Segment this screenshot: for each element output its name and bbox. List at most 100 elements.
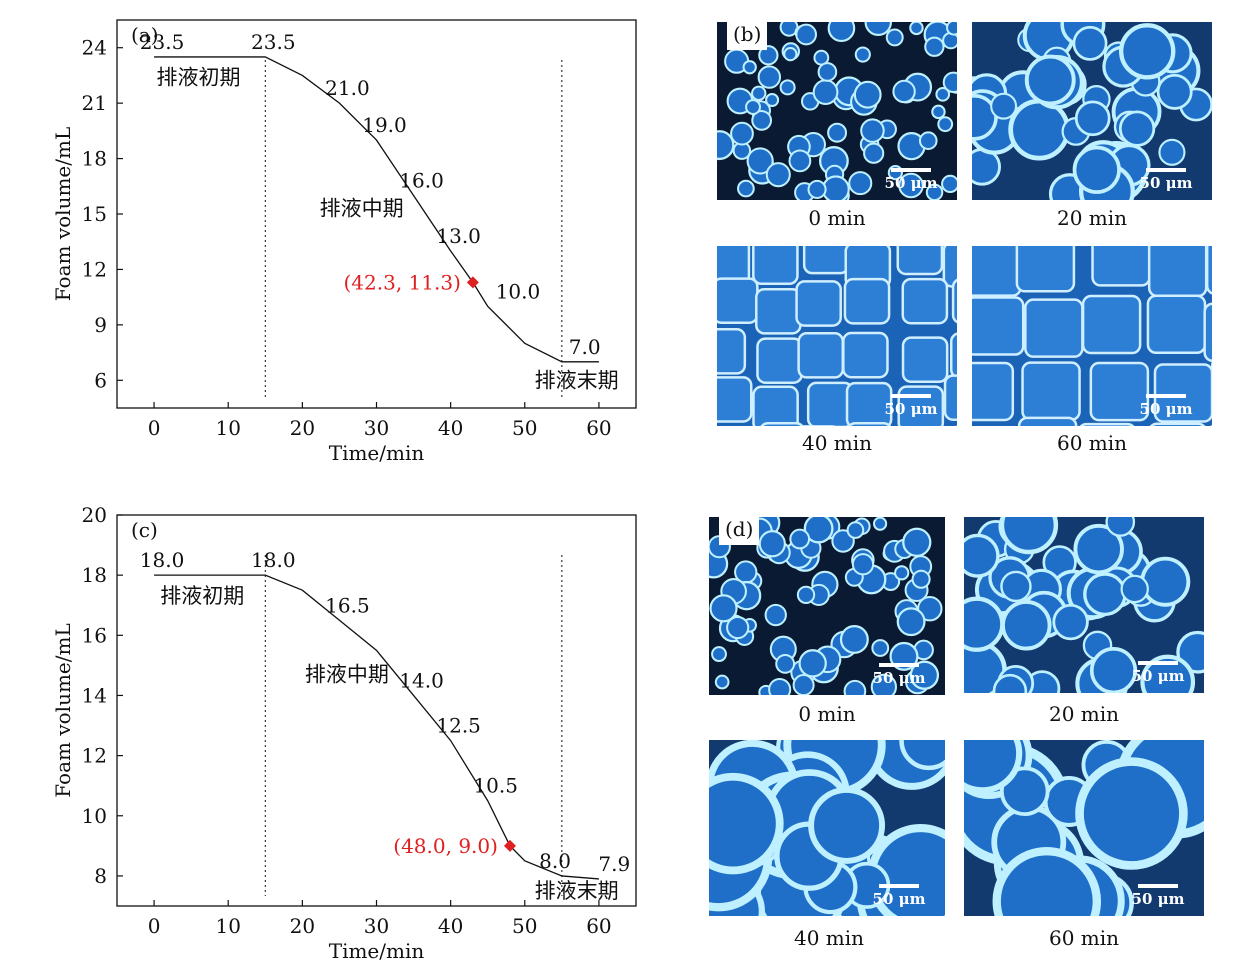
foam-cell (756, 337, 803, 384)
foam-cell (1021, 361, 1081, 421)
bubble (992, 846, 1102, 916)
chart1-y-tick-label-0: 8 (94, 864, 107, 888)
foam-cell (1203, 302, 1212, 363)
bubble (765, 162, 791, 188)
chart0-data-label-0: 23.5 (140, 30, 185, 54)
bubble (1140, 556, 1191, 607)
scale-bar-label: 50 μm (872, 890, 926, 908)
bubble (1024, 54, 1076, 106)
bubble (795, 23, 817, 46)
bubble (751, 85, 767, 101)
chart1-data-label-4: 12.5 (436, 714, 481, 738)
bubble (964, 596, 1005, 652)
bubble (783, 46, 798, 62)
micrograph-d-0min: 50 μm (709, 517, 945, 695)
bubble (899, 740, 945, 771)
scale-bar-label: 50 μm (1131, 667, 1185, 685)
bubble (768, 677, 792, 695)
bubble (896, 607, 926, 637)
foam-cell (752, 385, 799, 426)
chart0-data-label-4: 16.0 (399, 169, 444, 193)
scale-bar-label: 50 μm (1131, 890, 1185, 908)
bubble (1072, 145, 1121, 194)
micrograph-b-20min: 50 μm (972, 22, 1212, 200)
bubble (863, 142, 885, 164)
chart0-data-label-1: 23.5 (251, 30, 296, 54)
bubble (990, 92, 1018, 120)
bubble (788, 149, 812, 173)
bubble-texture (709, 740, 945, 916)
bubble (942, 71, 957, 94)
bubble (803, 517, 834, 544)
chart0-data-label-2: 21.0 (325, 76, 370, 100)
bubble (843, 679, 867, 695)
panel-label-d: (d) (719, 517, 760, 545)
caption-b-60: 60 min (1056, 431, 1128, 455)
bubble (924, 36, 945, 57)
foam-volume-chart-a: 0 10 20 30 40 50 60 6 9 12 15 18 21 24 Time/min Foam vo… (51, 19, 637, 465)
bubble (1001, 599, 1052, 651)
bubble (812, 79, 839, 105)
chart1-y-tick-label-5: 18 (82, 563, 107, 587)
bubble (1119, 23, 1176, 80)
foam-cell (760, 421, 804, 426)
bubble (1072, 25, 1108, 61)
chart0-series-line (154, 56, 599, 363)
foam-cell (949, 332, 957, 379)
micrograph-d-40min: 50 μm (709, 740, 945, 916)
bubble (909, 660, 940, 690)
chart1-data-label-6: 8.0 (539, 849, 571, 873)
bubble (827, 22, 856, 43)
bubble (817, 62, 838, 82)
bubble (709, 772, 784, 875)
chart1-x-tick-label-4: 40 (438, 914, 463, 938)
bubble (870, 673, 897, 695)
chart1-data-label-1: 18.0 (251, 548, 296, 572)
chart1-x-tick-label-3: 30 (364, 914, 389, 938)
foam-cell (943, 374, 957, 421)
chart0-y-tick-label-2: 12 (82, 257, 107, 281)
foam-cell (717, 328, 747, 375)
bubble (745, 99, 761, 115)
scale-bar: 50 μm (1126, 884, 1190, 908)
chart1-plot-frame (116, 514, 637, 907)
bubble (909, 22, 924, 36)
scale-bar: 50 μm (879, 168, 943, 192)
caption-d-0: 0 min (798, 702, 856, 726)
chart0-x-tick-label-2: 20 (290, 416, 315, 440)
chart0-x-tick-label-3: 30 (364, 416, 389, 440)
bubble (931, 104, 946, 120)
bubble (751, 110, 773, 131)
foam-cell (845, 381, 893, 426)
chart0-y-tick-label-6: 24 (82, 36, 107, 60)
chart0-y-axis-label: Foam volume/mL (51, 127, 75, 301)
caption-d-60: 60 min (1048, 926, 1120, 950)
foam-cell (802, 246, 850, 275)
bubble (1052, 603, 1089, 641)
chart1-y-tick-label-4: 16 (82, 623, 107, 647)
chart0-x-tick-label-5: 50 (512, 416, 537, 440)
bubble (742, 60, 757, 75)
scale-bar: 50 μm (1134, 168, 1198, 192)
bubble (853, 80, 882, 109)
bubble (709, 594, 738, 623)
chart1-series-line (154, 574, 599, 880)
foam-cell (1147, 246, 1208, 298)
bubble (1075, 757, 1188, 870)
chart1-stage-label-2: 排液末期 (535, 879, 619, 903)
bubble (1074, 100, 1111, 137)
bubble (946, 22, 957, 36)
foam-cell (1091, 246, 1151, 287)
foam-cell (843, 277, 891, 325)
foam-cell (1024, 298, 1084, 358)
scale-bar: 50 μm (879, 394, 943, 418)
bubble (992, 673, 1028, 693)
chart1-stage-label-0: 排液初期 (160, 584, 244, 608)
foam-cell (1205, 246, 1212, 295)
bubble (972, 94, 998, 141)
bubble-texture (964, 740, 1204, 916)
bubble (789, 528, 811, 550)
caption-d-40: 40 min (793, 926, 865, 950)
micrograph-b-0min: 50 μm (717, 22, 957, 200)
chart1-panel-label: (c) (131, 518, 158, 542)
